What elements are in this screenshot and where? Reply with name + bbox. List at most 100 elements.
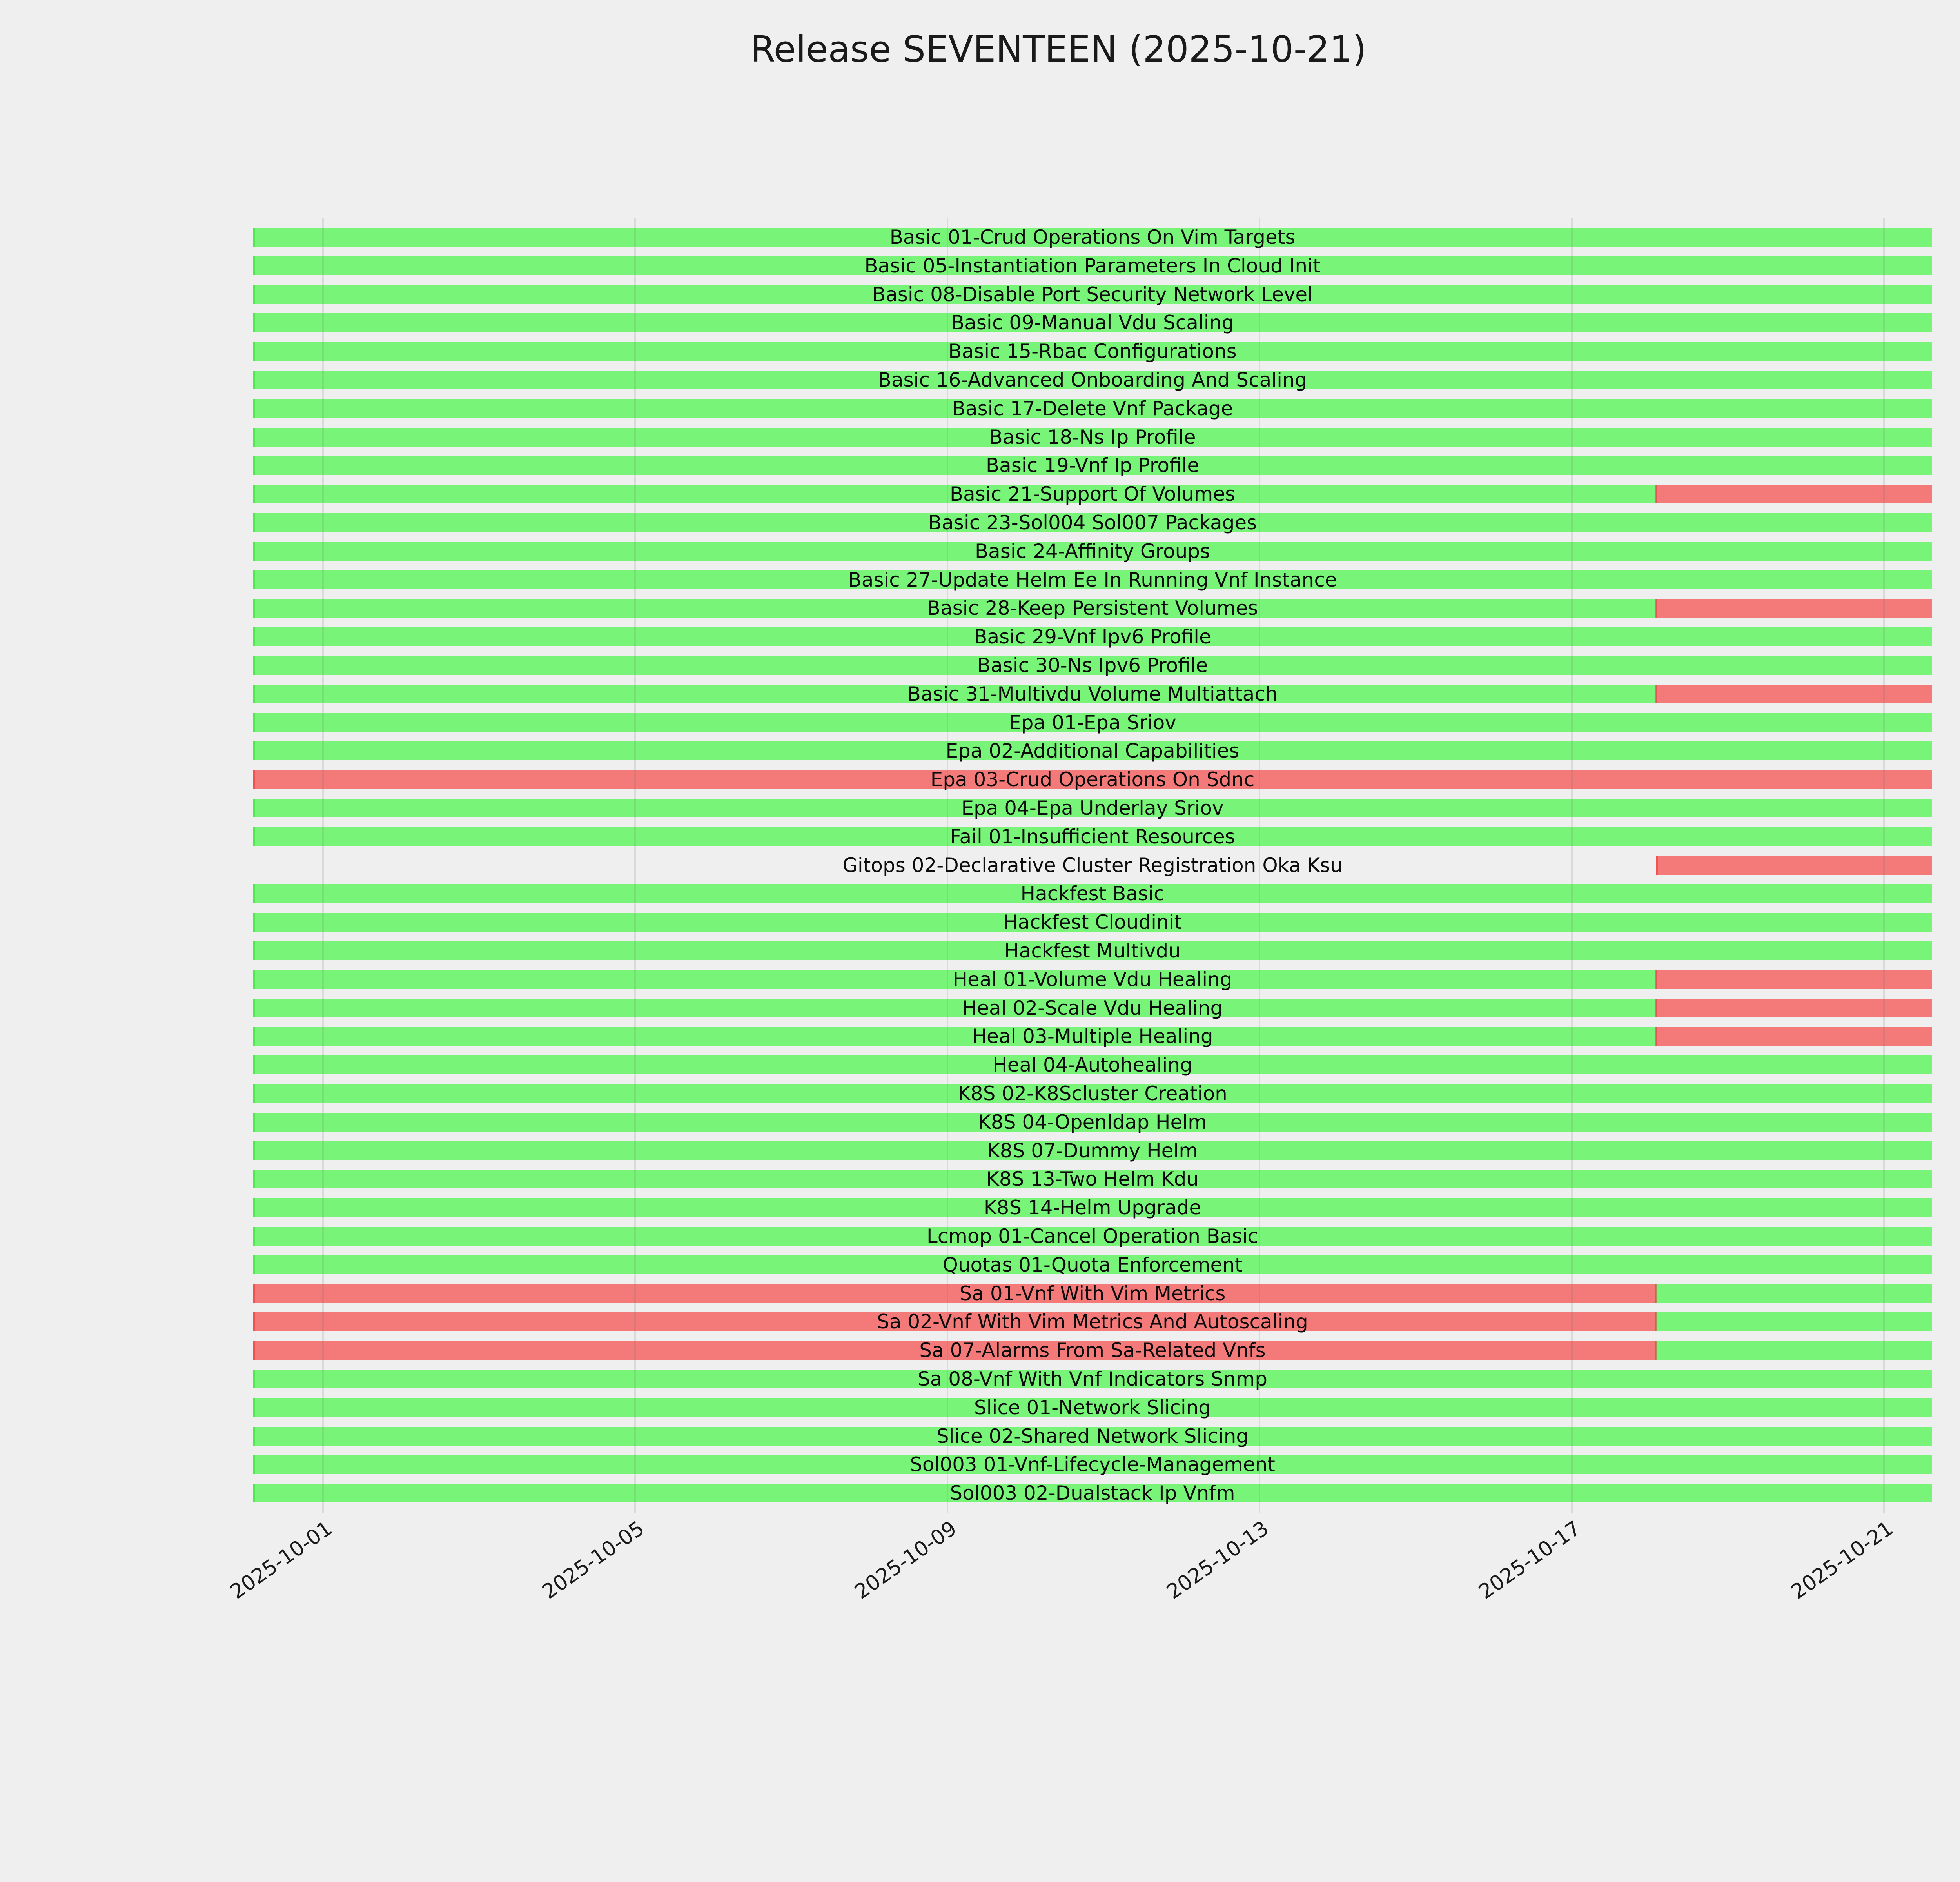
status-boundary-line xyxy=(1655,1341,1657,1360)
row-label: Sol003 02-Dualstack Ip Vnfm xyxy=(950,1482,1235,1505)
bar-segment-pass xyxy=(252,713,1933,732)
row-label: Basic 27-Update Helm Ee In Running Vnf I… xyxy=(848,568,1337,591)
bar-segment-pass xyxy=(252,970,1656,989)
bar-start-edge xyxy=(252,1312,255,1332)
bar-start-edge xyxy=(252,1398,255,1417)
bar-segment-pass xyxy=(252,228,1933,247)
row-label: Slice 01-Network Slicing xyxy=(974,1396,1211,1419)
row-label: Basic 19-Vnf Ip Profile xyxy=(985,454,1200,477)
row-label: Quotas 01-Quota Enforcement xyxy=(942,1253,1243,1276)
bar-segment-pass xyxy=(252,684,1656,703)
bar-segment-pass xyxy=(252,541,1933,561)
x-tick-label: 2025-10-09 xyxy=(850,1517,961,1604)
bar-segment-fail xyxy=(252,770,1933,789)
bar-segment-fail xyxy=(1656,970,1933,989)
bar-start-edge xyxy=(252,599,255,618)
bar-start-edge xyxy=(252,1455,255,1474)
bar-segment-pass xyxy=(252,342,1933,361)
bar-segment-pass xyxy=(252,256,1933,275)
bar-segment-fail xyxy=(252,1312,1656,1332)
status-boundary-line xyxy=(1655,1027,1657,1046)
bar-segment-pass xyxy=(252,1484,1933,1503)
row-label: Hackfest Basic xyxy=(1020,882,1165,905)
row-label: Basic 17-Delete Vnf Package xyxy=(952,397,1233,420)
bar-start-edge xyxy=(1656,856,1658,875)
bar-start-edge xyxy=(252,1198,255,1217)
status-boundary-line xyxy=(1655,599,1657,618)
bar-start-edge xyxy=(252,941,255,960)
bar-segment-pass xyxy=(252,1055,1933,1075)
bar-segment-pass xyxy=(252,1027,1656,1046)
row-label: Gitops 02-Declarative Cluster Registrati… xyxy=(842,854,1343,877)
row-label: Epa 04-Epa Underlay Sriov xyxy=(961,797,1224,819)
bar-segment-pass xyxy=(252,285,1933,304)
bar-segment-pass xyxy=(252,1455,1933,1474)
row-label: Sa 07-Alarms From Sa-Related Vnfs xyxy=(919,1339,1266,1362)
bar-start-edge xyxy=(252,998,255,1017)
gridline xyxy=(1883,218,1885,1513)
row-label: Slice 02-Shared Network Slicing xyxy=(936,1424,1249,1448)
bar-start-edge xyxy=(252,1141,255,1160)
bar-segment-fail xyxy=(1656,998,1933,1017)
bar-segment-pass xyxy=(252,799,1933,817)
bar-segment-pass xyxy=(252,1370,1933,1388)
bar-start-edge xyxy=(252,399,255,418)
bar-segment-fail xyxy=(1656,599,1933,618)
gridline xyxy=(634,218,636,1513)
row-label: Epa 03-Crud Operations On Sdnc xyxy=(930,768,1255,791)
bar-segment-pass xyxy=(252,371,1933,389)
row-label: Heal 03-Multiple Healing xyxy=(972,1025,1213,1048)
bar-start-edge xyxy=(252,313,255,332)
bar-start-edge xyxy=(252,1284,255,1303)
bar-start-edge xyxy=(252,827,255,846)
row-label: Basic 29-Vnf Ipv6 Profile xyxy=(974,625,1211,649)
row-label: Basic 09-Manual Vdu Scaling xyxy=(951,311,1234,334)
row-label: Lcmop 01-Cancel Operation Basic xyxy=(926,1225,1259,1248)
bar-start-edge xyxy=(252,1112,255,1132)
bar-segment-pass xyxy=(252,1141,1933,1160)
bar-start-edge xyxy=(252,713,255,732)
x-tick-label: 2025-10-05 xyxy=(538,1517,649,1604)
bar-start-edge xyxy=(252,684,255,703)
bar-start-edge xyxy=(252,970,255,989)
bar-segment-pass xyxy=(252,827,1933,846)
bar-start-edge xyxy=(252,1426,255,1446)
bar-start-edge xyxy=(252,485,255,504)
bar-segment-pass xyxy=(252,998,1656,1017)
bar-segment-pass xyxy=(252,627,1933,647)
bar-start-edge xyxy=(252,1255,255,1274)
bar-start-edge xyxy=(252,371,255,389)
row-label: Basic 05-Instantiation Parameters In Clo… xyxy=(864,254,1321,277)
row-label: Sa 02-Vnf With Vim Metrics And Autoscali… xyxy=(877,1310,1308,1333)
row-label: Basic 18-Ns Ip Profile xyxy=(989,425,1196,449)
status-boundary-line xyxy=(1655,485,1657,504)
bar-start-edge xyxy=(252,570,255,589)
status-boundary-line xyxy=(1655,998,1657,1017)
status-boundary-line xyxy=(1655,684,1657,703)
bar-segment-pass xyxy=(252,1084,1933,1103)
bar-start-edge xyxy=(252,256,255,275)
row-label: Basic 16-Advanced Onboarding And Scaling xyxy=(878,369,1307,391)
bar-segment-pass xyxy=(252,456,1933,475)
bar-segment-pass xyxy=(252,1398,1933,1417)
gridline xyxy=(1571,218,1573,1513)
row-label: Sol003 01-Vnf-Lifecycle-Management xyxy=(910,1453,1275,1476)
row-label: Sa 08-Vnf With Vnf Indicators Snmp xyxy=(918,1368,1267,1390)
row-label: Basic 23-Sol004 Sol007 Packages xyxy=(928,511,1257,534)
row-label: Basic 21-Support Of Volumes xyxy=(949,483,1236,506)
row-label: Basic 24-Affinity Groups xyxy=(975,540,1210,563)
bar-segment-pass xyxy=(1656,1284,1933,1303)
row-label: Heal 04-Autohealing xyxy=(993,1054,1192,1077)
bar-start-edge xyxy=(252,1370,255,1388)
bar-start-edge xyxy=(252,342,255,361)
row-label: Epa 01-Epa Sriov xyxy=(1009,711,1176,734)
x-tick-label: 2025-10-21 xyxy=(1787,1517,1898,1604)
status-boundary-line xyxy=(1655,1284,1657,1303)
gridline xyxy=(1259,218,1261,1513)
bar-segment-pass xyxy=(252,513,1933,532)
chart-title: Release SEVENTEEN (2025-10-21) xyxy=(750,28,1367,70)
bar-segment-fail xyxy=(1656,1027,1933,1046)
bar-start-edge xyxy=(252,541,255,561)
x-tick-label: 2025-10-01 xyxy=(226,1517,337,1604)
bar-segment-pass xyxy=(252,427,1933,447)
